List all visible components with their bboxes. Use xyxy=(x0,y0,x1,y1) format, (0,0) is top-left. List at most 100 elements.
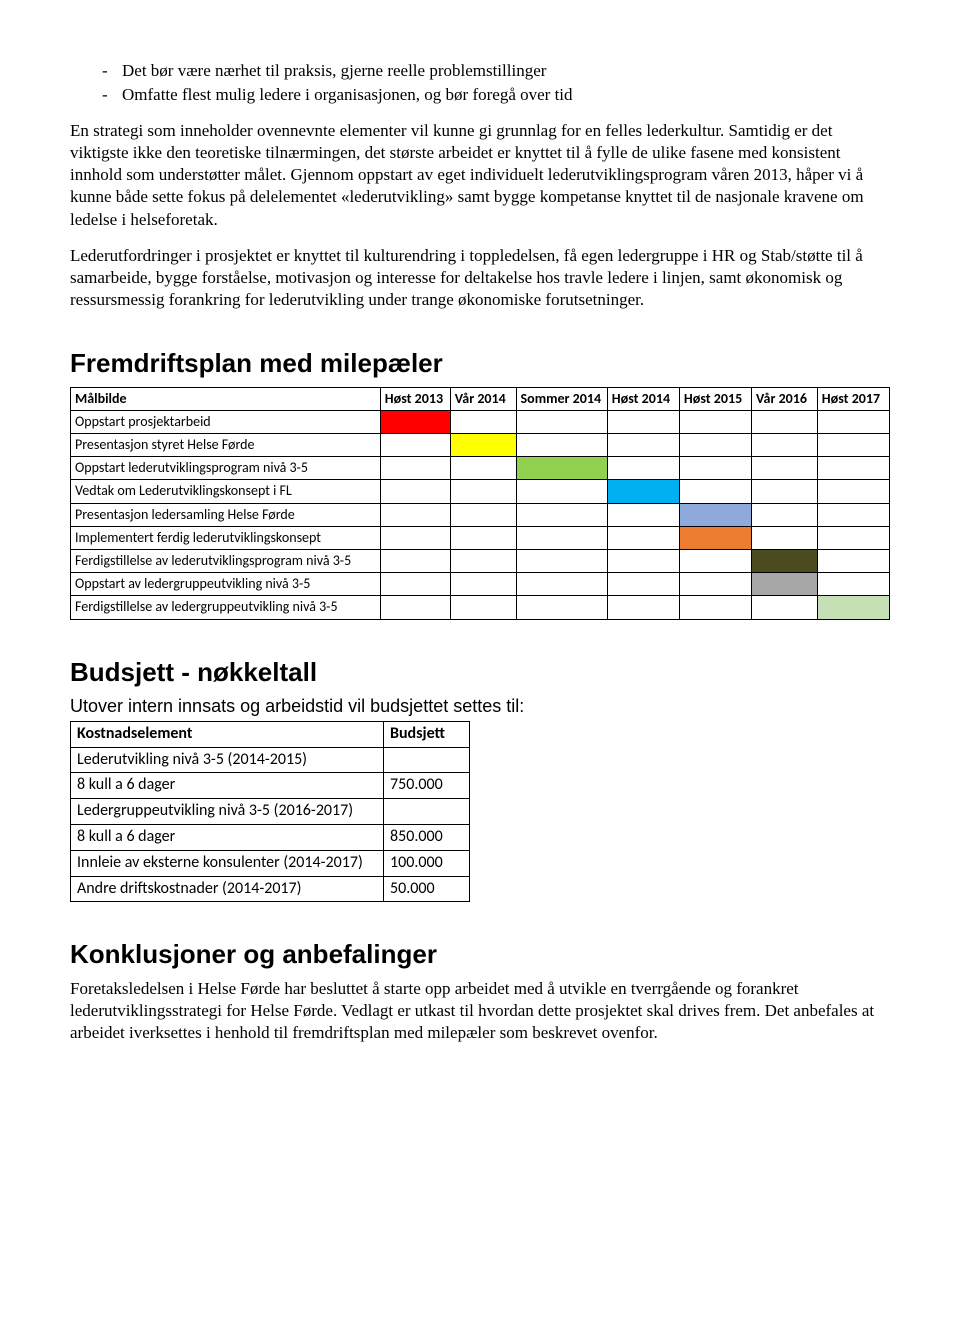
budget-col-header: Budsjett xyxy=(384,721,470,747)
budget-row-label: Lederutvikling nivå 3-5 (2014-2015) xyxy=(71,747,384,773)
milestone-cell xyxy=(516,410,607,433)
milestone-cell xyxy=(752,457,818,480)
milestone-heading: Fremdriftsplan med milepæler xyxy=(70,347,890,381)
milestone-cell xyxy=(450,596,516,619)
milestone-cell xyxy=(380,457,450,480)
table-row: 8 kull a 6 dager750.000 xyxy=(71,773,470,799)
table-row: Oppstart av ledergruppeutvikling nivå 3-… xyxy=(71,573,890,596)
milestone-cell xyxy=(752,596,818,619)
milestone-table: MålbildeHøst 2013Vår 2014Sommer 2014Høst… xyxy=(70,387,890,620)
milestone-cell xyxy=(516,434,607,457)
table-row: Ferdigstillelse av ledergruppeutvikling … xyxy=(71,596,890,619)
milestone-period-header: Høst 2015 xyxy=(679,387,751,410)
milestone-cell xyxy=(752,410,818,433)
milestone-cell xyxy=(752,503,818,526)
budget-row-label: 8 kull a 6 dager xyxy=(71,824,384,850)
budget-subtext: Utover intern innsats og arbeidstid vil … xyxy=(70,695,890,718)
milestone-cell xyxy=(817,550,889,573)
milestone-cell xyxy=(679,526,751,549)
milestone-cell xyxy=(450,526,516,549)
milestone-cell xyxy=(817,573,889,596)
milestone-cell xyxy=(450,503,516,526)
milestone-cell xyxy=(450,573,516,596)
milestone-cell xyxy=(817,434,889,457)
milestone-cell xyxy=(450,434,516,457)
milestone-row-label: Ferdigstillelse av lederutviklingsprogra… xyxy=(71,550,381,573)
milestone-cell xyxy=(380,573,450,596)
milestone-cell xyxy=(516,573,607,596)
milestone-period-header: Høst 2014 xyxy=(607,387,679,410)
milestone-cell xyxy=(752,526,818,549)
budget-row-value: 750.000 xyxy=(384,773,470,799)
milestone-cell xyxy=(380,410,450,433)
conclusion-heading: Konklusjoner og anbefalinger xyxy=(70,938,890,972)
table-row: Innleie av eksterne konsulenter (2014-20… xyxy=(71,850,470,876)
milestone-cell xyxy=(607,503,679,526)
table-row: Lederutvikling nivå 3-5 (2014-2015) xyxy=(71,747,470,773)
milestone-period-header: Sommer 2014 xyxy=(516,387,607,410)
milestone-cell xyxy=(679,503,751,526)
milestone-cell xyxy=(516,457,607,480)
milestone-cell xyxy=(817,526,889,549)
milestone-period-header: Vår 2014 xyxy=(450,387,516,410)
conclusion-text: Foretaksledelsen i Helse Førde har beslu… xyxy=(70,978,890,1044)
milestone-cell xyxy=(607,526,679,549)
milestone-cell xyxy=(679,410,751,433)
table-row: Presentasjon ledersamling Helse Førde xyxy=(71,503,890,526)
paragraph-2: Lederutfordringer i prosjektet er knytte… xyxy=(70,245,890,311)
milestone-cell xyxy=(516,596,607,619)
milestone-cell xyxy=(607,480,679,503)
table-row: Implementert ferdig lederutviklingskonse… xyxy=(71,526,890,549)
milestone-cell xyxy=(679,434,751,457)
milestone-cell xyxy=(607,550,679,573)
budget-row-label: Ledergruppeutvikling nivå 3-5 (2016-2017… xyxy=(71,799,384,825)
milestone-cell xyxy=(817,480,889,503)
milestone-cell xyxy=(380,596,450,619)
milestone-cell xyxy=(679,457,751,480)
milestone-cell xyxy=(607,410,679,433)
milestone-cell xyxy=(752,573,818,596)
milestone-period-header: Høst 2017 xyxy=(817,387,889,410)
milestone-cell xyxy=(817,503,889,526)
milestone-row-label: Presentasjon ledersamling Helse Førde xyxy=(71,503,381,526)
milestone-cell xyxy=(752,434,818,457)
milestone-cell xyxy=(817,596,889,619)
milestone-cell xyxy=(817,457,889,480)
milestone-cell xyxy=(752,480,818,503)
milestone-cell xyxy=(516,503,607,526)
milestone-row-label: Oppstart av ledergruppeutvikling nivå 3-… xyxy=(71,573,381,596)
budget-row-value: 850.000 xyxy=(384,824,470,850)
milestone-cell xyxy=(679,573,751,596)
budget-table: KostnadselementBudsjettLederutvikling ni… xyxy=(70,721,470,903)
table-row: Vedtak om Lederutviklingskonsept i FL xyxy=(71,480,890,503)
milestone-cell xyxy=(450,457,516,480)
milestone-cell xyxy=(450,480,516,503)
milestone-cell xyxy=(679,480,751,503)
bullet-item: Omfatte flest mulig ledere i organisasjo… xyxy=(122,84,890,106)
paragraph-1: En strategi som inneholder ovennevnte el… xyxy=(70,120,890,230)
milestone-header-label: Målbilde xyxy=(71,387,381,410)
budget-row-label: 8 kull a 6 dager xyxy=(71,773,384,799)
milestone-cell xyxy=(817,410,889,433)
milestone-cell xyxy=(380,480,450,503)
milestone-period-header: Høst 2013 xyxy=(380,387,450,410)
milestone-row-label: Ferdigstillelse av ledergruppeutvikling … xyxy=(71,596,381,619)
milestone-cell xyxy=(516,480,607,503)
budget-row-value: 100.000 xyxy=(384,850,470,876)
milestone-period-header: Vår 2016 xyxy=(752,387,818,410)
milestone-cell xyxy=(380,434,450,457)
bullet-list: Det bør være nærhet til praksis, gjerne … xyxy=(70,60,890,106)
budget-row-label: Innleie av eksterne konsulenter (2014-20… xyxy=(71,850,384,876)
milestone-cell xyxy=(516,526,607,549)
milestone-cell xyxy=(607,596,679,619)
milestone-row-label: Presentasjon styret Helse Førde xyxy=(71,434,381,457)
budget-col-header: Kostnadselement xyxy=(71,721,384,747)
milestone-cell xyxy=(679,596,751,619)
budget-row-value: 50.000 xyxy=(384,876,470,902)
milestone-cell xyxy=(607,457,679,480)
milestone-row-label: Oppstart prosjektarbeid xyxy=(71,410,381,433)
milestone-cell xyxy=(607,573,679,596)
milestone-row-label: Implementert ferdig lederutviklingskonse… xyxy=(71,526,381,549)
table-row: Presentasjon styret Helse Førde xyxy=(71,434,890,457)
table-row: 8 kull a 6 dager850.000 xyxy=(71,824,470,850)
